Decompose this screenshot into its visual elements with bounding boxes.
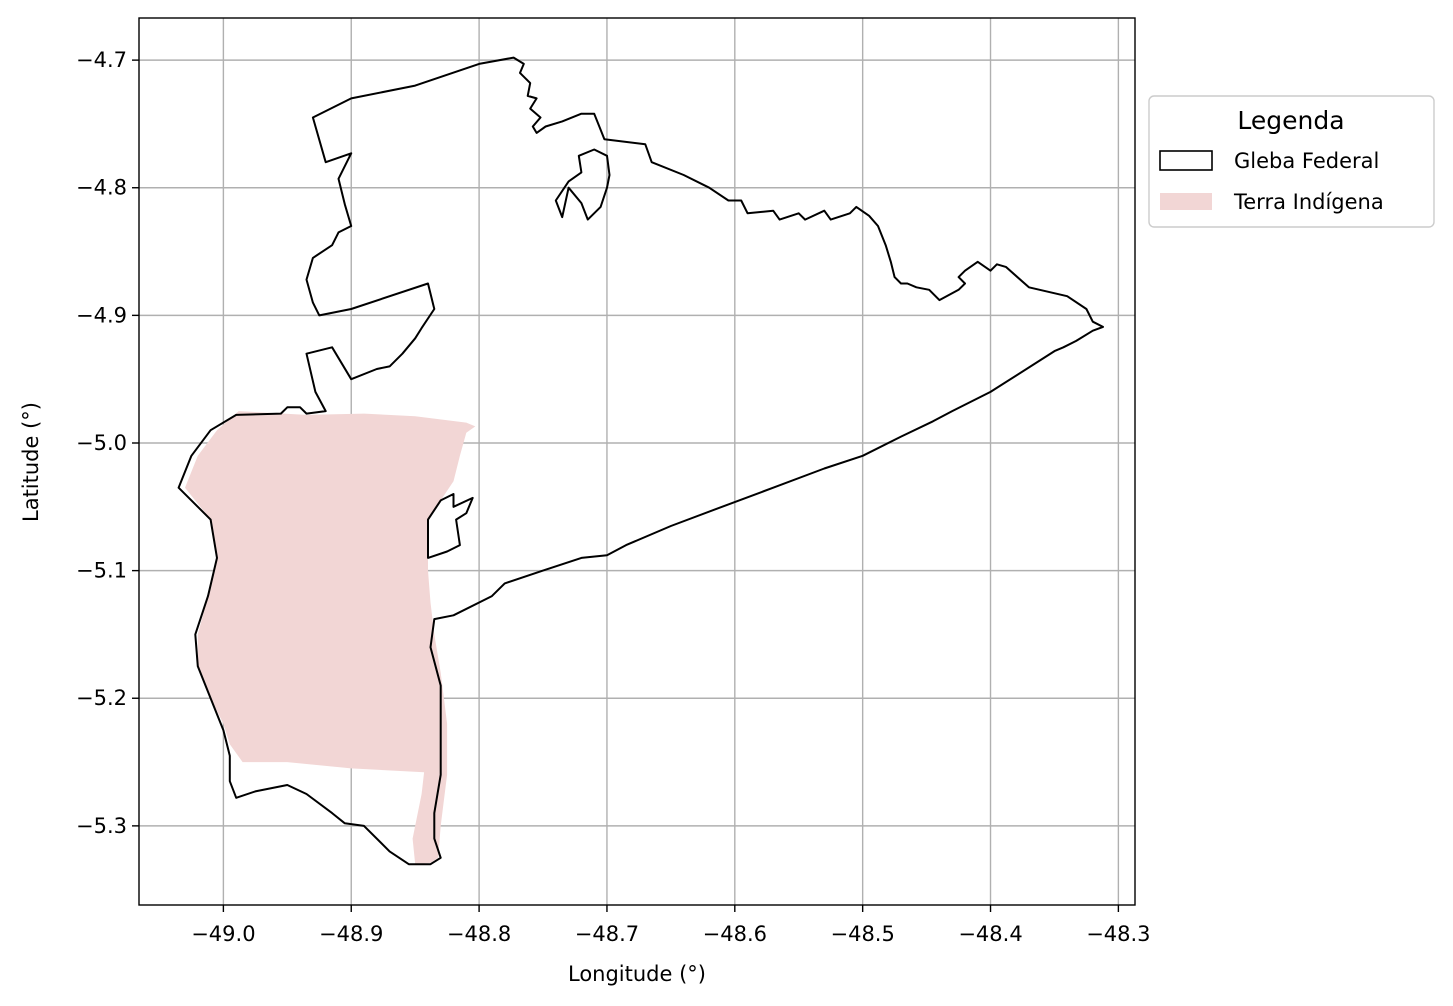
gleba-federal-polygon [554, 148, 611, 221]
y-axis-title: Latitude (°) [19, 402, 43, 522]
gleba-federal-polygon [177, 56, 1104, 866]
x-tick-label: −48.9 [319, 922, 383, 946]
x-tick-label: −48.4 [958, 922, 1022, 946]
legend-swatch-terra-indigena [1160, 193, 1212, 210]
legend-swatch-gleba-federal [1159, 150, 1213, 171]
gleba-federal-layer [177, 56, 1104, 866]
y-tick-label: −5.0 [76, 431, 127, 455]
grid-lines [139, 18, 1135, 905]
terra-indigena-layer [185, 411, 476, 865]
x-axis-title: Longitude (°) [568, 962, 706, 986]
x-axis: −49.0 −48.9 −48.8 −48.7 −48.6 −48.5 −48.4 −48.3 [191, 905, 1151, 946]
y-tick-label: −5.1 [76, 559, 127, 583]
x-tick-label: −48.6 [703, 922, 767, 946]
legend-box [1148, 95, 1435, 228]
gleba-federal-polygon [427, 493, 474, 559]
plot-frame [138, 17, 1136, 906]
terra-indigena-polygon [185, 411, 476, 865]
y-tick-label: −4.7 [76, 48, 127, 72]
y-tick-label: −4.9 [76, 303, 127, 327]
y-axis: −4.7 −4.8 −4.9 −5.0 −5.1 −5.2 −5.3 [76, 48, 139, 838]
x-tick-label: −48.8 [447, 922, 511, 946]
x-tick-label: −49.0 [191, 922, 255, 946]
x-tick-label: −48.5 [830, 922, 894, 946]
legend: Legenda Gleba Federal Terra Indígena [1148, 95, 1435, 228]
y-tick-label: −5.3 [76, 814, 127, 838]
x-tick-label: −48.7 [575, 922, 639, 946]
legend-label-terra-indigena: Terra Indígena [1233, 190, 1384, 214]
y-tick-label: −5.2 [76, 686, 127, 710]
x-tick-label: −48.3 [1086, 922, 1150, 946]
legend-title: Legenda [1237, 106, 1344, 135]
legend-label-gleba-federal: Gleba Federal [1234, 149, 1379, 173]
y-tick-label: −4.8 [76, 176, 127, 200]
